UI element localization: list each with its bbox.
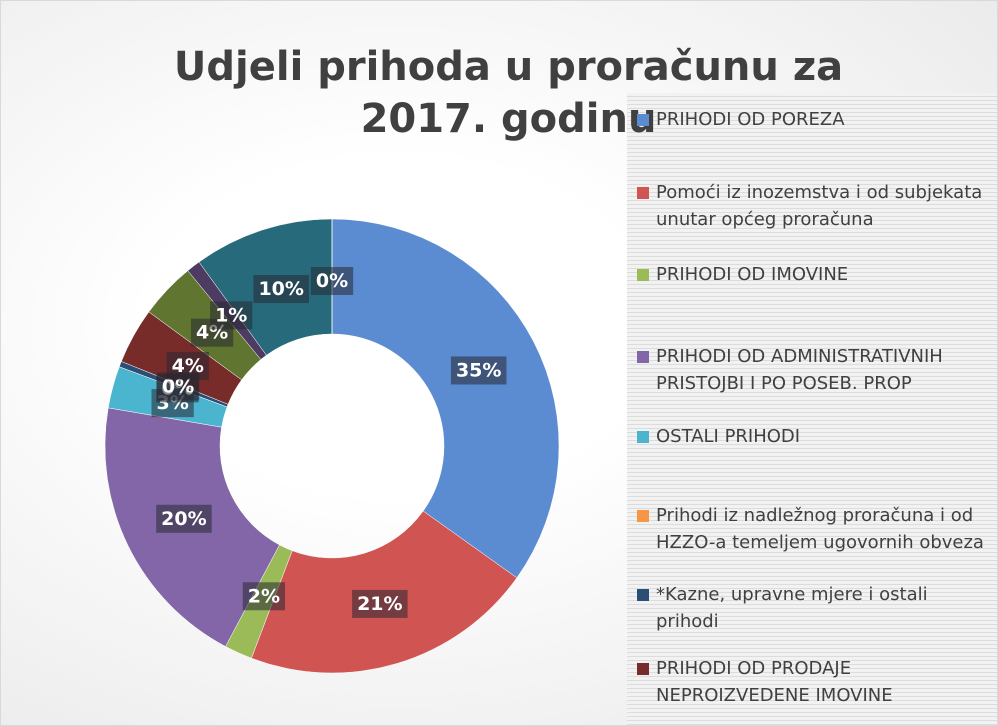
legend-background: [627, 93, 997, 725]
data-label-box: [242, 582, 286, 611]
data-label-box: [310, 267, 354, 295]
data-label: 35%: [456, 359, 501, 381]
legend-entry: PRIHODI OD IMOVINE: [637, 261, 989, 288]
chart-title: Udjeli prihoda u proračunu za 2017. godi…: [173, 44, 844, 142]
slice: [331, 218, 560, 579]
data-label: 4%: [172, 355, 204, 377]
legend-entry: Prihodi iz nadležnog proračuna i od HZZO…: [637, 502, 989, 556]
data-label: 21%: [357, 593, 402, 615]
legend-entry: PRIHODI OD ADMINISTRATIVNIH PRISTOJBI I …: [637, 343, 989, 397]
legend-label: *Kazne, upravne mjere i ostali prihodi: [656, 584, 928, 632]
data-label: 0%: [162, 375, 194, 397]
legend-entry: PRIHODI OD POREZA: [637, 106, 989, 133]
legend-label: PRIHODI OD PRODAJE NEPROIZVEDENE IMOVINE: [656, 658, 893, 706]
legend-swatch: [637, 431, 649, 443]
data-label-box: [166, 351, 209, 380]
data-label: 0%: [316, 270, 348, 292]
legend-swatch: [637, 589, 649, 601]
data-label-box: [253, 275, 309, 304]
legend-entry: *Kazne, upravne mjere i ostali prihodi: [637, 581, 989, 635]
legend-swatch: [637, 114, 649, 126]
legend-label: PRIHODI OD IMOVINE: [656, 264, 849, 285]
data-label: 10%: [258, 278, 303, 300]
data-label-box: [450, 356, 507, 385]
legend-swatch: [637, 510, 649, 522]
data-label: 2%: [248, 585, 280, 607]
legend-label: OSTALI PRIHODI: [656, 426, 801, 447]
legend-label: PRIHODI OD POREZA: [656, 109, 845, 130]
legend-entry: PRIHODI OD PRODAJE NEPROIZVEDENE IMOVINE: [637, 655, 989, 709]
legend-swatch: [637, 663, 649, 675]
legend-label: PRIHODI OD ADMINISTRATIVNIH PRISTOJBI I …: [656, 346, 943, 394]
data-label-box: [352, 589, 408, 618]
data-label-box: [156, 504, 212, 533]
legend-swatch: [637, 269, 649, 281]
data-label: 20%: [161, 508, 206, 530]
legend-entry: Pomoći iz inozemstva i od subjekata unut…: [637, 179, 989, 233]
legend-entry: OSTALI PRIHODI: [637, 423, 989, 450]
legend-label: Prihodi iz nadležnog proračuna i od HZZO…: [656, 505, 984, 553]
legend-swatch: [637, 187, 649, 199]
data-label-box: [210, 301, 253, 330]
legend-swatch: [637, 351, 649, 363]
data-label: 1%: [215, 304, 247, 326]
legend-label: Pomoći iz inozemstva i od subjekata unut…: [656, 182, 983, 230]
